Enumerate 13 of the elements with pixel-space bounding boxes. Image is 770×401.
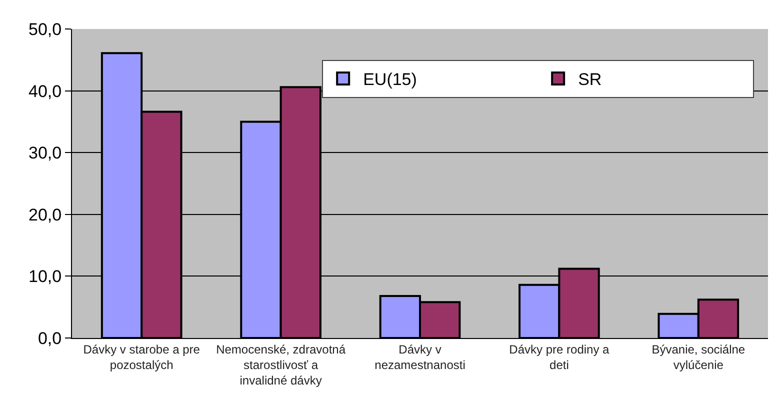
x-tick-label: Dávky pre rodiny a deti [509,342,610,372]
y-tick-label: 40,0 [28,82,62,101]
y-tick-label: 30,0 [28,144,62,163]
legend-label: EU(15) [363,70,417,90]
x-tick-label: Bývanie, sociálne vylúčenie [652,342,746,372]
y-tick-label: 10,0 [28,267,62,286]
x-tick-label: Nemocenské, zdravotná starostlivosť a invalidné dávky [216,342,346,388]
legend-label: SR [578,70,602,90]
x-tick-label: Dávky v starobe a pre pozostalých [83,342,200,372]
y-tick-label: 20,0 [28,205,62,224]
y-tick-label: 0,0 [38,328,62,348]
x-tick-label: Dávky v nezamestnanosti [374,342,466,372]
y-tick-label: 50,0 [28,20,62,39]
